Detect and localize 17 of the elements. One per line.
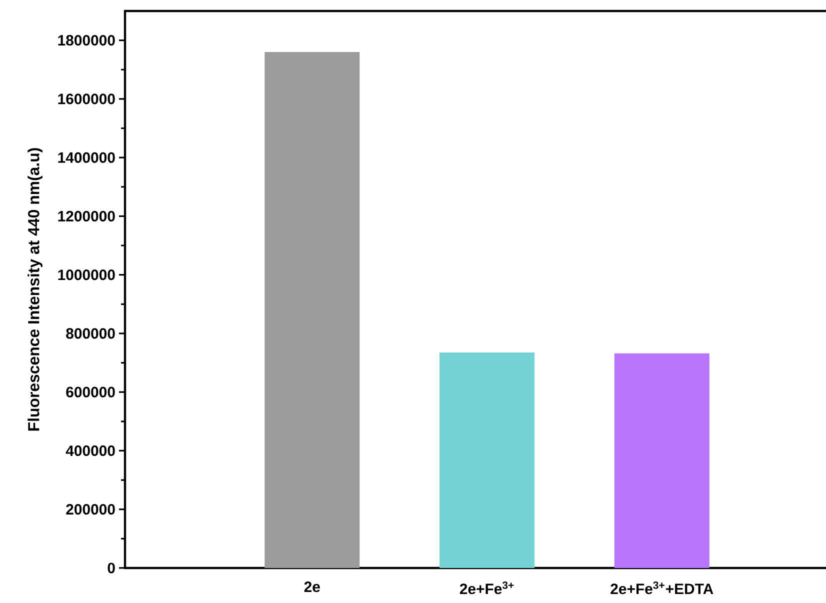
x-tick-label: 2e+Fe$^{3+}$+EDTA (610, 582, 714, 594)
y-tick-label: 400000 (66, 445, 115, 456)
bar (264, 52, 360, 568)
y-tick-label: 1000000 (58, 270, 115, 280)
y-tick-label: 800000 (66, 328, 115, 339)
bar (440, 352, 534, 568)
bar (614, 353, 710, 568)
x-tick-label: 2e+Fe$^{3+}$ (460, 582, 514, 594)
y-tick-label: 1200000 (58, 210, 115, 222)
y-tick-label: 200000 (66, 504, 115, 515)
y-tick-label: 0 (108, 562, 115, 574)
y-tick-label: 1800000 (58, 35, 115, 46)
y-tick-label: 1400000 (58, 152, 115, 163)
x-tick-label: 2e (304, 582, 320, 592)
y-tick-label: 600000 (66, 386, 115, 398)
y-tick-label: 1600000 (58, 94, 115, 104)
y-axis-title: Fluorescence Intensity at 440 nm(a.u) (28, 148, 42, 431)
